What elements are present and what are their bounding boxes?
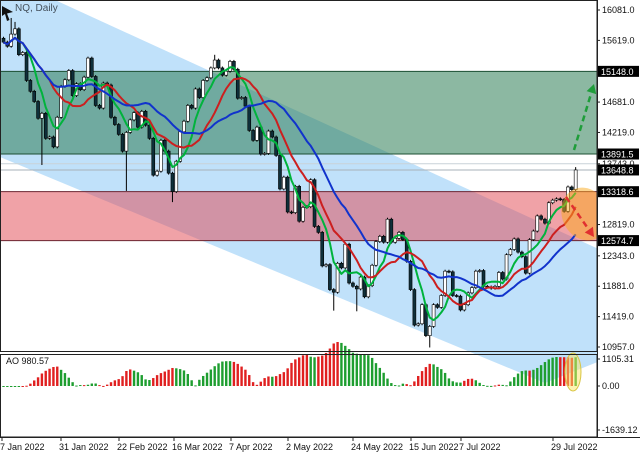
date-tick-label: 22 Feb 2022 [117, 442, 168, 452]
date-tick-label: 24 May 2022 [351, 442, 403, 452]
price-tick-label: 15619.0 [602, 35, 635, 45]
price-tick-label: 14219.0 [602, 127, 635, 137]
slow-ma[interactable] [3, 36, 577, 297]
svg-text:15148.0: 15148.0 [601, 67, 634, 77]
price-level-badge: 12574.7 [598, 235, 639, 247]
ao-tick-label: 1105.31 [602, 354, 634, 364]
date-tick-label: 15 Jun 2022 [409, 442, 459, 452]
price-tick-label: 16081.0 [602, 5, 635, 15]
svg-text:12574.7: 12574.7 [601, 236, 634, 246]
price-tick-label: 13743.0 [602, 159, 635, 169]
ao-tick-label: -1639.12 [602, 425, 638, 435]
price-tick-label: 12819.0 [602, 220, 635, 230]
medium-ma[interactable] [3, 36, 577, 307]
price-tick-label: 10957.0 [602, 342, 635, 352]
price-tick-label: 14681.0 [602, 97, 635, 107]
date-tick-label: 7 Jan 2022 [0, 442, 45, 452]
date-tick-label: 7 Jul 2022 [459, 442, 501, 452]
date-tick-label: 31 Jan 2022 [59, 442, 109, 452]
ao-highlight[interactable] [564, 352, 582, 392]
date-tick-label: 29 Jul 2022 [551, 442, 598, 452]
svg-text:13891.5: 13891.5 [601, 150, 634, 160]
price-level-badge: 15148.0 [598, 65, 639, 77]
date-tick-label: 2 May 2022 [286, 442, 333, 452]
price-level-badge: 13648.8 [598, 164, 639, 176]
date-tick-label: 16 Mar 2022 [172, 442, 223, 452]
price-tick-label: 11419.0 [602, 312, 634, 322]
cursor-icon [2, 6, 13, 21]
price-level-badge: 13318.6 [598, 186, 639, 198]
ao-histogram[interactable] [2, 342, 577, 387]
price-tick-label: 11881.0 [602, 281, 634, 291]
bearish-scenario-arrow[interactable] [564, 196, 594, 237]
price-tick-label: 12343.0 [602, 251, 635, 261]
price-axis[interactable]: 16081.0 15619.0 14681.0 14219.0 13743.0 12819… [597, 0, 640, 457]
date-tick-label: 7 Apr 2022 [229, 442, 273, 452]
svg-text:13648.8: 13648.8 [601, 165, 634, 175]
time-axis[interactable]: 7 Jan 2022 31 Jan 2022 22 Feb 2022 16 Mar 2… [0, 437, 640, 457]
ao-tick-label: 0.00 [602, 381, 620, 391]
price-level-badge: 13891.5 [598, 148, 639, 160]
svg-text:13318.6: 13318.6 [601, 187, 634, 197]
bullish-scenario-arrow[interactable] [572, 84, 597, 151]
